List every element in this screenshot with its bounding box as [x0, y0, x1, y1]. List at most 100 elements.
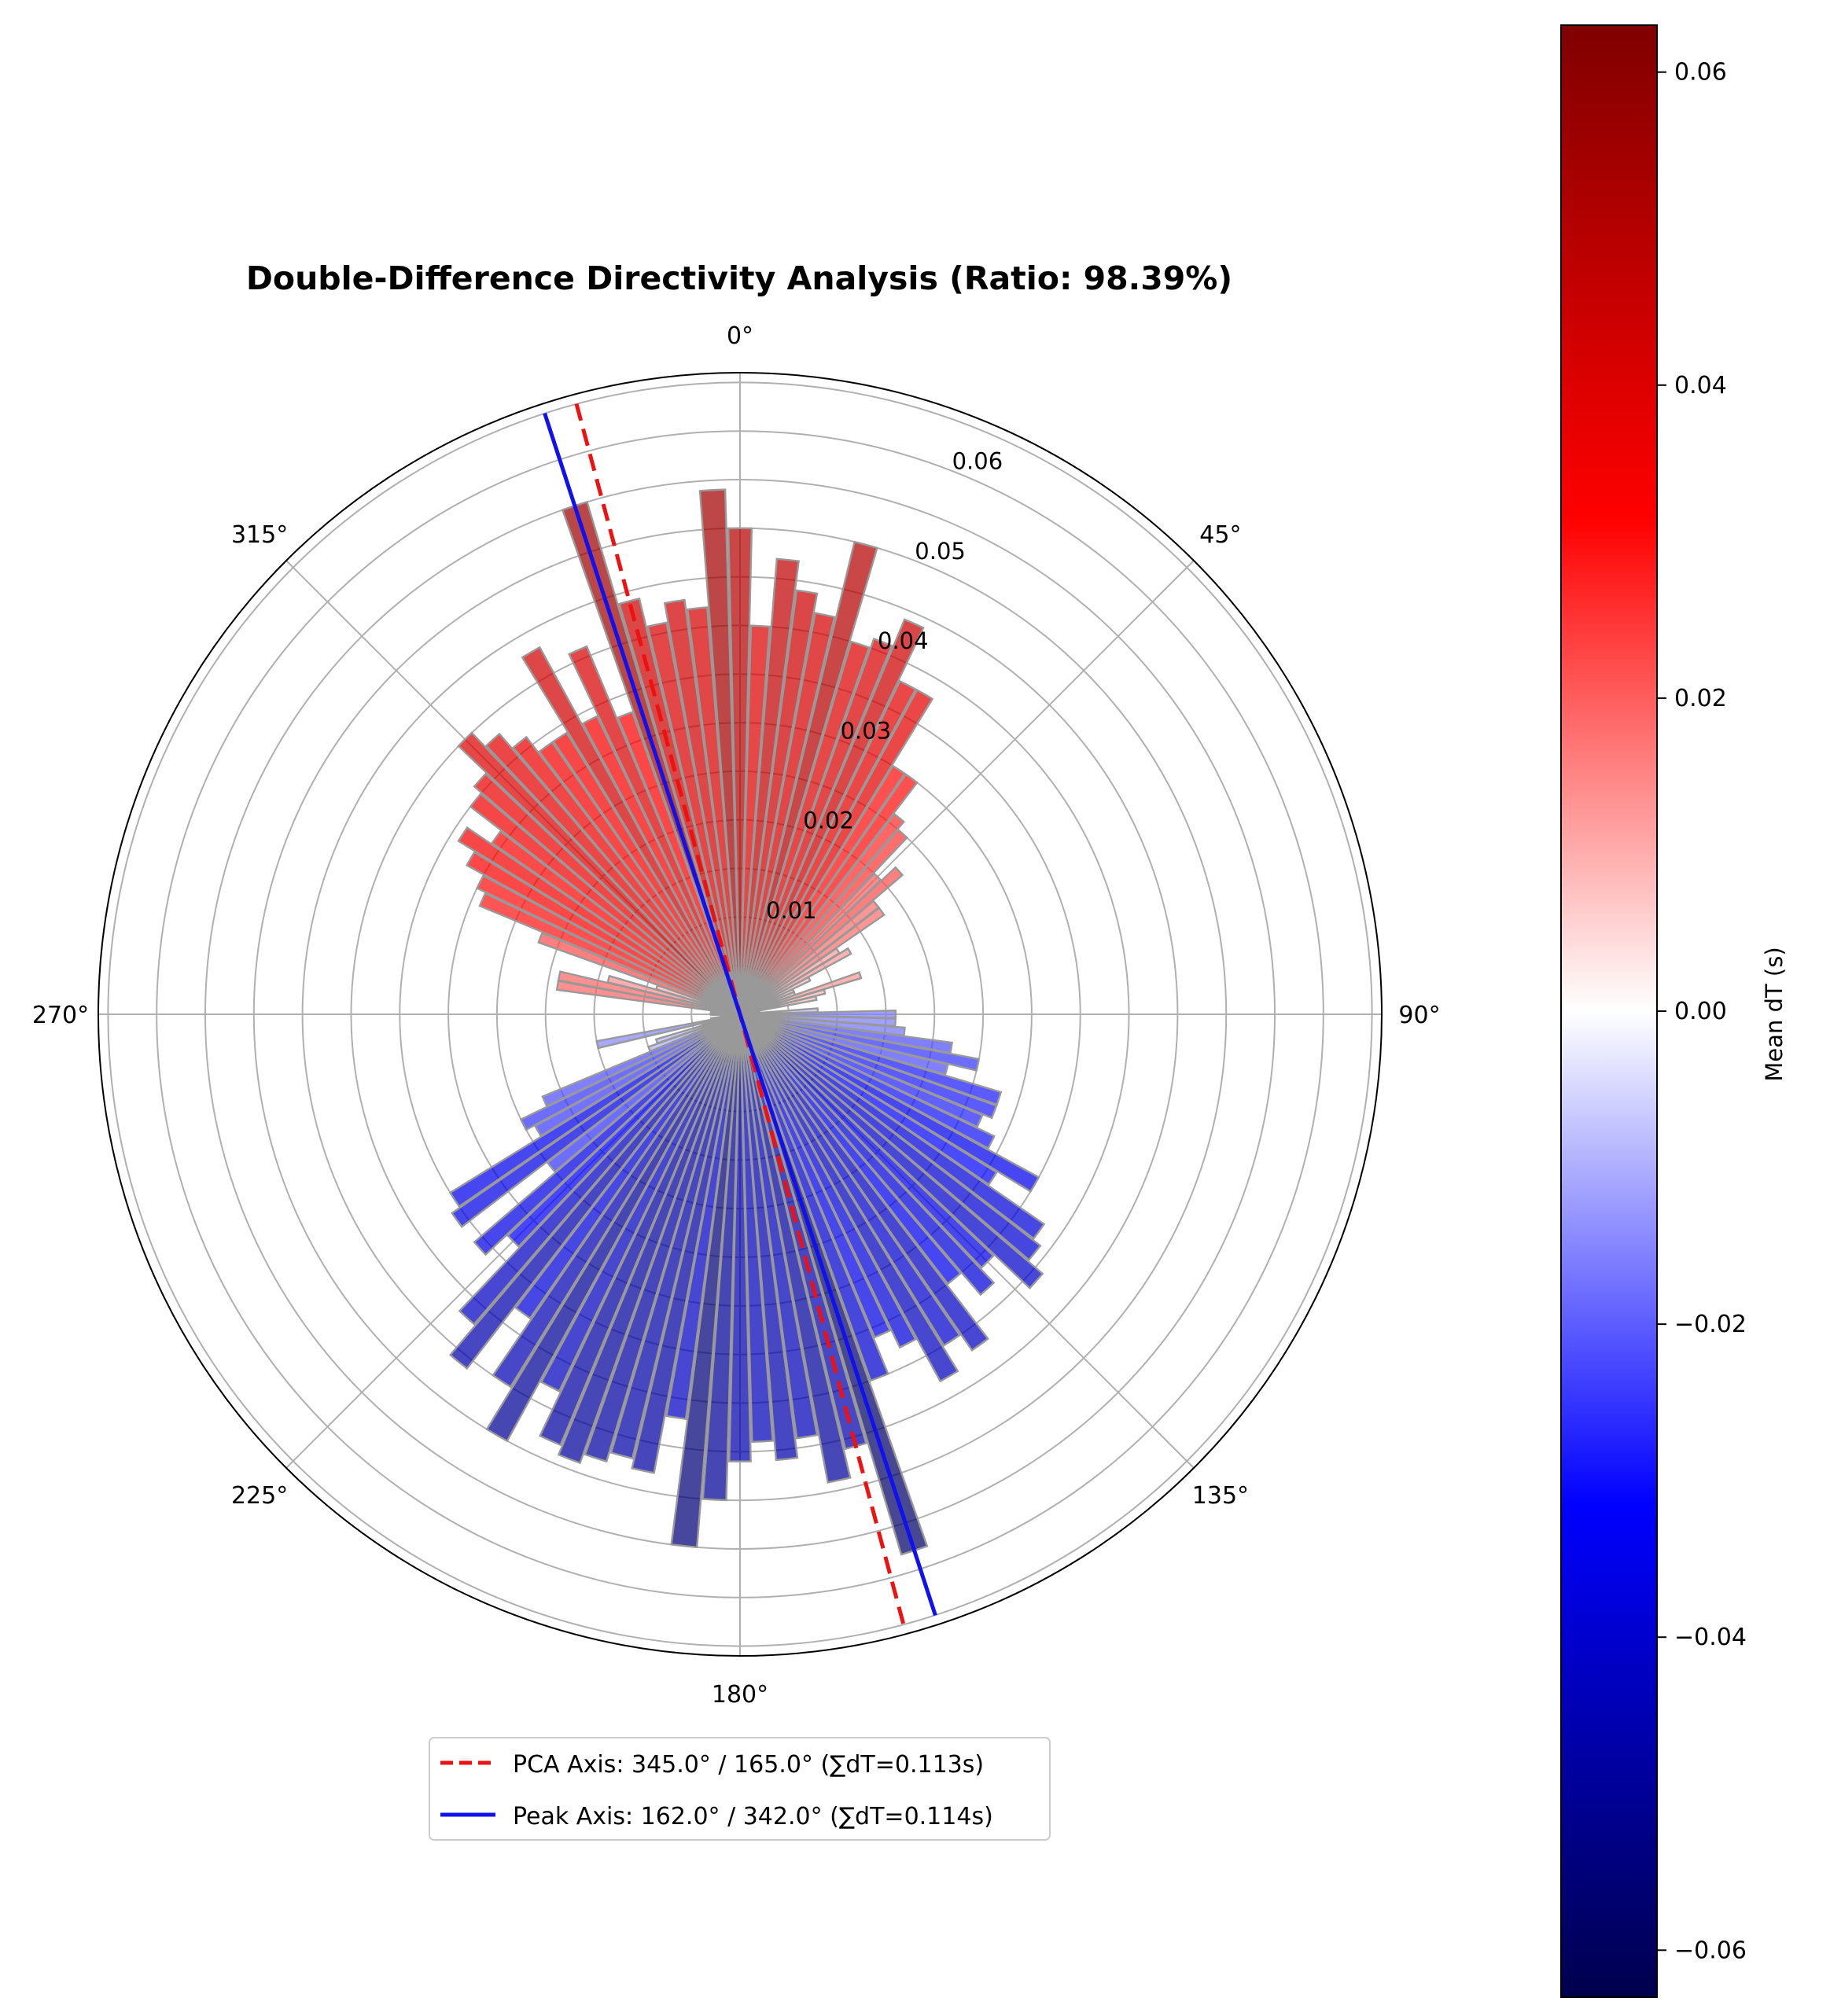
direction-bar: [511, 735, 741, 1015]
colorbar-ticks: 0.06 0.04 0.02 0.00 −0.02 −0.04 −0.06: [1657, 59, 1747, 1964]
direction-bar: [541, 1013, 741, 1108]
direction-bar: [739, 971, 863, 1016]
radial-tick-labels: 0.01 0.02 0.03 0.04 0.05 0.06: [766, 448, 1003, 924]
legend: PCA Axis: 345.0° / 165.0° (∑dT=0.113s) P…: [429, 1737, 1051, 1841]
direction-bar: [551, 731, 742, 1015]
direction-bar: [739, 1014, 1044, 1289]
direction-bar: [738, 688, 934, 1015]
direction-bar: [739, 1014, 989, 1352]
legend-frame: [429, 1737, 1051, 1841]
direction-bar: [654, 1013, 741, 1045]
direction-bar: [738, 1014, 892, 1339]
direction-bar: [538, 741, 741, 1015]
direction-bar: [646, 621, 742, 1015]
direction-bar: [738, 1014, 889, 1382]
direction-bar: [546, 1014, 741, 1173]
colorbar-tick-label: 0.02: [1674, 685, 1727, 712]
direction-bar: [739, 995, 818, 1016]
direction-bar: [484, 732, 741, 1015]
direction-bar: [739, 812, 905, 1015]
direction-bar: [595, 1013, 741, 1050]
direction-bar: [557, 1014, 742, 1465]
direction-bar: [473, 772, 741, 1015]
direction-bar: [739, 828, 908, 1015]
theta-tick-label: 225°: [231, 1482, 288, 1510]
radial-tick-label: 0.05: [915, 538, 966, 565]
radial-tick-label: 0.04: [878, 627, 929, 654]
direction-bar: [738, 679, 917, 1015]
direction-bar: [647, 1013, 741, 1053]
direction-bar: [739, 1014, 1046, 1240]
direction-bar: [457, 826, 741, 1016]
direction-bar: [727, 527, 753, 1015]
direction-bar: [738, 637, 893, 1015]
direction-bar: [490, 830, 741, 1015]
direction-bar: [739, 1013, 996, 1150]
direction-bar: [738, 1014, 959, 1383]
colorbar-tick-label: 0.00: [1674, 998, 1727, 1025]
direction-bar: [458, 1014, 741, 1326]
direction-bar: [728, 1014, 752, 1462]
radial-tick-label: 0.02: [803, 808, 854, 834]
radial-tick-label: 0.01: [766, 897, 817, 924]
direction-bar: [738, 1014, 799, 1462]
direction-bar: [473, 1014, 741, 1256]
direction-bar: [451, 1014, 741, 1228]
axis-lines: [543, 403, 937, 1626]
direction-bar: [739, 1014, 1042, 1262]
direction-bar: [686, 606, 742, 1015]
theta-tick-label: 45°: [1199, 521, 1241, 549]
direction-bar: [738, 1014, 852, 1484]
direction-bar: [466, 851, 741, 1016]
direction-bar: [568, 645, 742, 1015]
direction-bar: [519, 1013, 741, 1131]
angle-tick-labels: 0° 45° 90° 135° 180° 225° 270° 315°: [32, 322, 1441, 1709]
colorbar-tick-label: −0.04: [1674, 1624, 1747, 1651]
colorbar-tick-label: 0.04: [1674, 372, 1727, 399]
direction-bar: [739, 1013, 999, 1186]
direction-bar: [739, 907, 886, 1015]
direction-bar: [584, 1014, 742, 1463]
theta-tick-label: 90°: [1398, 1002, 1440, 1029]
direction-bar: [469, 792, 741, 1015]
direction-bar: [448, 1014, 741, 1370]
direction-bar: [698, 488, 742, 1015]
direction-bar: [739, 1014, 963, 1286]
direction-bar: [492, 1014, 742, 1389]
direction-bar: [738, 1014, 917, 1349]
colorbar-tick-label: −0.06: [1674, 1937, 1747, 1964]
radial-tick-label: 0.06: [952, 448, 1003, 475]
chart-title: Double-Difference Directivity Analysis (…: [246, 259, 1232, 297]
legend-peak-label: Peak Axis: 162.0° / 342.0° (∑dT=0.114s): [513, 1803, 993, 1830]
direction-bar: [539, 1014, 742, 1392]
direction-bars: [448, 488, 1046, 1556]
direction-bar: [533, 1013, 741, 1138]
theta-tick-label: 0°: [727, 322, 753, 350]
direction-bar: [739, 866, 904, 1015]
direction-bar: [506, 1014, 741, 1249]
direction-bar: [448, 1013, 741, 1208]
theta-tick-label: 180°: [712, 1681, 768, 1709]
direction-bar: [581, 715, 742, 1015]
direction-bar: [475, 874, 741, 1016]
direction-bar: [617, 711, 742, 1015]
direction-bar: [739, 773, 919, 1015]
radial-tick-label: 0.03: [841, 717, 892, 744]
legend-pca-label: PCA Axis: 345.0° / 165.0° (∑dT=0.113s): [513, 1751, 984, 1779]
direction-bar: [739, 1014, 996, 1297]
theta-tick-label: 315°: [231, 521, 288, 549]
colorbar: 0.06 0.04 0.02 0.00 −0.02 −0.04 −0.06 Mean dT …: [1560, 24, 1788, 1998]
colorbar-gradient: [1560, 24, 1658, 1998]
direction-bar: [539, 1014, 742, 1447]
colorbar-tick-label: −0.02: [1674, 1311, 1747, 1338]
direction-bar: [739, 947, 852, 1016]
direction-bar: [738, 1014, 961, 1347]
direction-bar: [663, 598, 742, 1015]
direction-bar: [739, 988, 827, 1016]
theta-tick-label: 270°: [32, 1002, 89, 1029]
direction-bar: [457, 731, 741, 1015]
direction-bar: [485, 1014, 742, 1443]
direction-bar: [514, 1014, 741, 1320]
